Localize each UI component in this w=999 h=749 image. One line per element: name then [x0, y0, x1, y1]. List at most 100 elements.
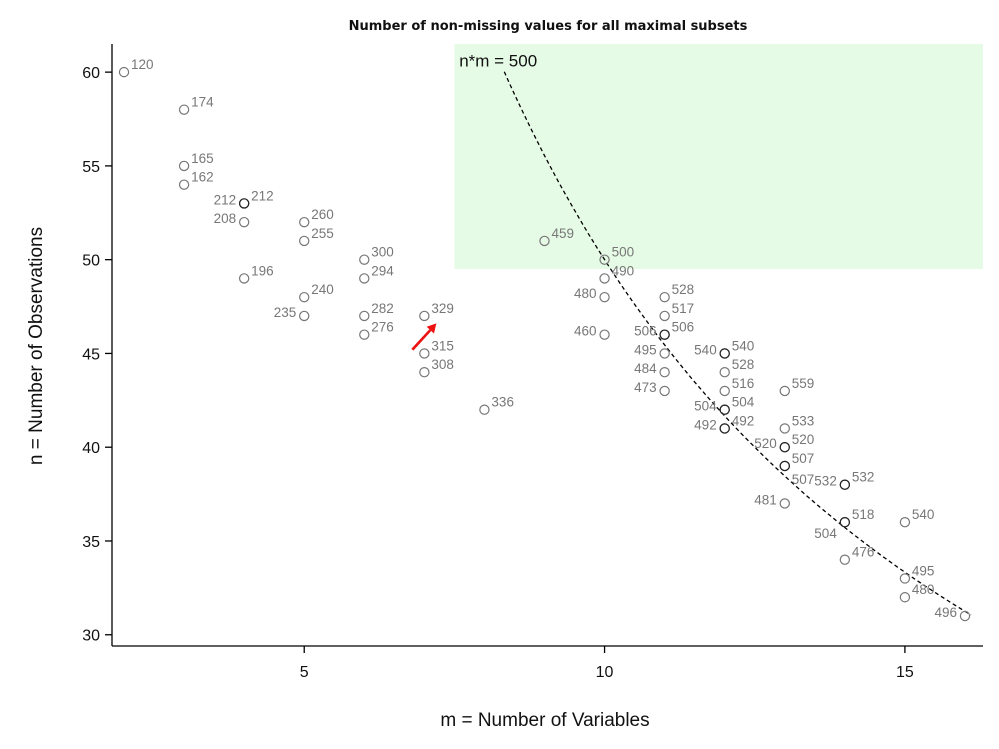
data-point	[899, 573, 911, 584]
point-label: 500	[612, 245, 635, 260]
data-point	[238, 198, 250, 209]
point-label: 235	[274, 305, 297, 320]
point-label: 520	[792, 432, 815, 447]
point-label: 507	[792, 451, 815, 466]
data-point	[659, 385, 670, 397]
point-label: 460	[574, 324, 597, 339]
point-label: 120	[131, 57, 154, 72]
point-label: 532	[814, 474, 837, 489]
x-axis-label: m = Number of Variables	[440, 710, 649, 731]
point-label: 504	[732, 395, 755, 410]
point-label: 516	[732, 376, 755, 391]
point-label: 212	[214, 192, 237, 207]
data-point	[779, 460, 790, 472]
curve-label: n*m = 500	[459, 52, 537, 71]
data-point	[719, 348, 730, 359]
point-label: 276	[371, 320, 394, 335]
data-point	[779, 423, 790, 434]
point-label: 240	[311, 282, 334, 297]
point-label: 495	[912, 563, 935, 578]
data-point	[599, 291, 610, 303]
point-label: 504	[694, 399, 717, 414]
point-label: 490	[612, 263, 635, 278]
data-point	[659, 366, 670, 378]
point-label: 533	[792, 413, 815, 428]
point-label: 559	[792, 376, 815, 391]
point-label: 518	[852, 507, 875, 522]
reference-curve	[503, 71, 972, 616]
point-label: 162	[191, 170, 214, 185]
data-point	[599, 329, 610, 340]
point-label: 212	[251, 188, 274, 203]
point-label: 517	[672, 301, 695, 316]
highlight-region	[454, 44, 984, 270]
point-label: 528	[732, 357, 755, 372]
data-point	[599, 254, 610, 265]
data-point	[839, 517, 851, 528]
point-label: 540	[694, 342, 717, 357]
point-label: 484	[634, 361, 657, 376]
point-label: 528	[672, 282, 695, 297]
data-point	[839, 554, 851, 565]
data-points	[118, 66, 971, 622]
data-point	[419, 366, 430, 378]
point-label: 300	[371, 245, 394, 260]
chart-title: Number of non-missing values for all max…	[349, 19, 748, 34]
data-point	[839, 479, 851, 490]
arrow-head	[426, 323, 437, 334]
data-point	[178, 104, 190, 115]
data-point	[719, 366, 730, 378]
point-label: 196	[251, 263, 274, 278]
point-label: 294	[371, 263, 394, 278]
point-label: 540	[912, 507, 935, 522]
point-label: 504	[814, 526, 837, 541]
x-tick-label: 10	[596, 664, 614, 681]
data-point	[118, 66, 130, 78]
data-point	[299, 310, 310, 322]
point-label: 208	[214, 211, 237, 226]
data-point	[359, 254, 370, 265]
point-label: 308	[431, 357, 454, 372]
point-label: 165	[191, 151, 214, 166]
point-label: 492	[732, 413, 755, 428]
point-label: 520	[754, 436, 777, 451]
data-point	[539, 235, 550, 247]
data-point	[359, 273, 370, 284]
data-point	[599, 273, 610, 284]
data-point	[719, 385, 730, 397]
y-tick-label: 30	[82, 628, 100, 645]
arrow-shaft	[411, 329, 432, 351]
data-point	[299, 216, 310, 228]
data-point	[238, 216, 250, 228]
point-label: 476	[852, 545, 875, 560]
data-point	[779, 498, 790, 509]
data-point	[659, 310, 670, 322]
point-label: 495	[634, 342, 657, 357]
point-label: 329	[431, 301, 454, 316]
data-point	[719, 404, 730, 415]
data-point	[659, 291, 670, 303]
point-label: 506	[672, 320, 695, 335]
y-tick-label: 50	[82, 253, 100, 270]
point-label: 540	[732, 338, 755, 353]
y-tick-label: 60	[82, 65, 100, 82]
data-point	[779, 385, 790, 397]
point-label: 480	[574, 286, 597, 301]
data-point	[178, 160, 190, 172]
point-label: 473	[634, 380, 657, 395]
data-point	[238, 273, 250, 284]
y-tick-label: 35	[82, 534, 100, 551]
data-point	[659, 348, 670, 359]
data-point	[419, 310, 430, 322]
y-tick-label: 55	[82, 159, 100, 176]
point-label: 496	[934, 605, 957, 620]
point-label: 506	[634, 324, 657, 339]
point-label: 260	[311, 207, 334, 222]
data-point	[659, 329, 670, 340]
x-tick-label: 5	[300, 664, 309, 681]
y-tick-label: 40	[82, 440, 100, 457]
data-point	[359, 329, 370, 340]
data-point	[479, 404, 490, 415]
